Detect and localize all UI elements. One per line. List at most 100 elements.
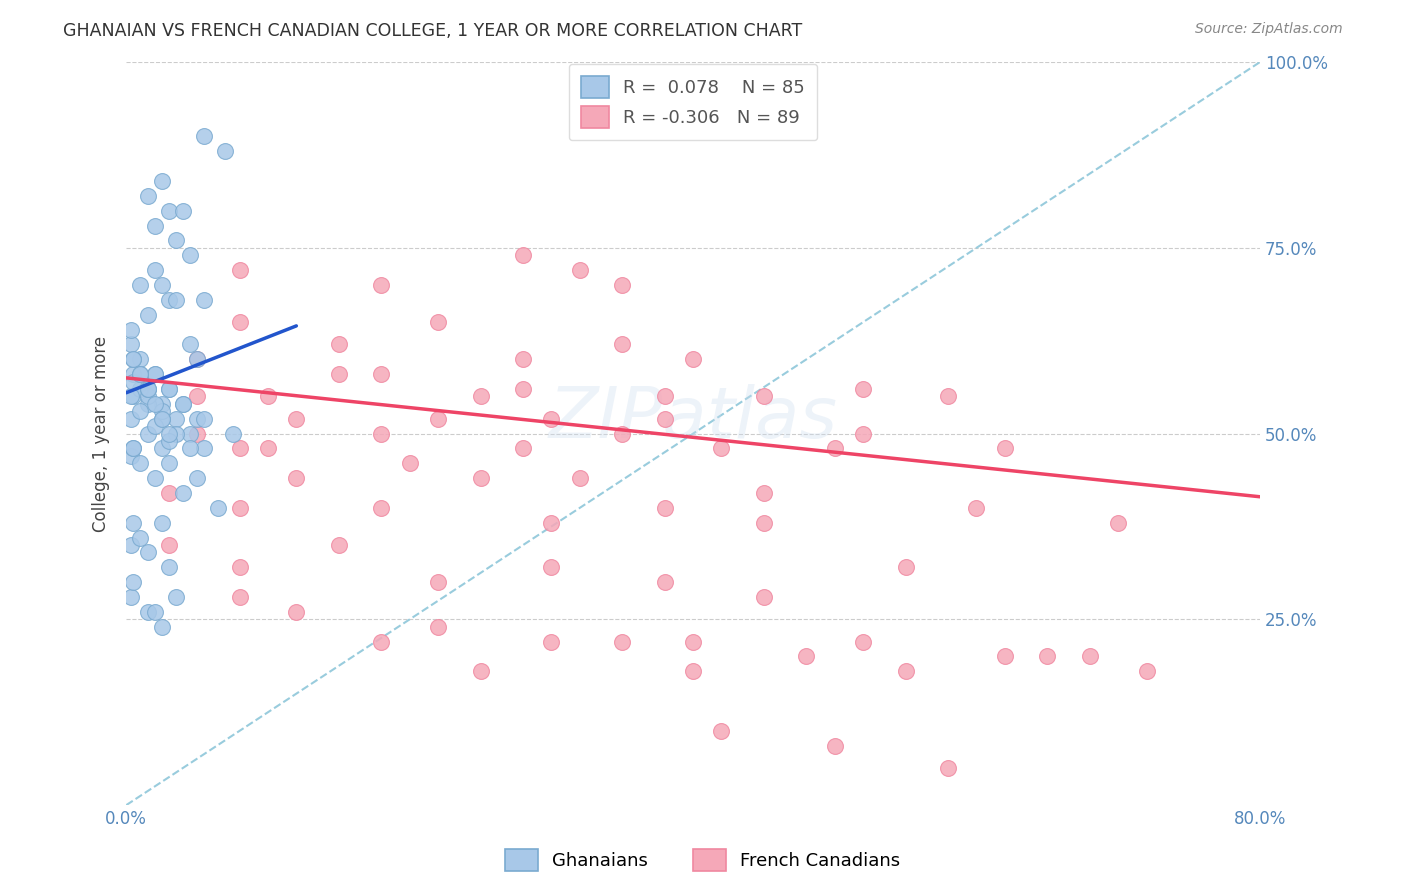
Point: [157, 560, 180, 574]
Point: [150, 174, 173, 188]
Point: [752, 486, 775, 500]
Point: [540, 560, 562, 574]
Point: [710, 723, 733, 738]
Point: [150, 442, 173, 456]
Point: [568, 263, 591, 277]
Point: [122, 442, 145, 456]
Point: [179, 337, 201, 351]
Point: [150, 516, 173, 530]
Point: [179, 248, 201, 262]
Point: [540, 516, 562, 530]
Point: [512, 382, 534, 396]
Point: [165, 234, 187, 248]
Point: [427, 575, 450, 590]
Point: [150, 620, 173, 634]
Point: [994, 649, 1017, 664]
Point: [157, 203, 180, 218]
Point: [150, 411, 173, 425]
Point: [936, 761, 959, 775]
Point: [221, 426, 243, 441]
Point: [136, 389, 159, 403]
Point: [568, 471, 591, 485]
Point: [136, 382, 159, 396]
Point: [852, 426, 875, 441]
Point: [228, 590, 250, 604]
Point: [150, 404, 173, 418]
Point: [136, 426, 159, 441]
Point: [136, 545, 159, 559]
Point: [186, 352, 208, 367]
Point: [752, 389, 775, 403]
Point: [427, 411, 450, 425]
Point: [193, 411, 215, 425]
Text: Source: ZipAtlas.com: Source: ZipAtlas.com: [1195, 22, 1343, 37]
Point: [136, 605, 159, 619]
Legend: R =  0.078    N = 85, R = -0.306   N = 89: R = 0.078 N = 85, R = -0.306 N = 89: [569, 63, 817, 140]
Point: [129, 367, 152, 381]
Point: [512, 352, 534, 367]
Point: [193, 129, 215, 144]
Point: [228, 315, 250, 329]
Point: [122, 367, 145, 381]
Point: [207, 500, 229, 515]
Point: [966, 500, 988, 515]
Point: [179, 426, 201, 441]
Point: [120, 538, 142, 552]
Point: [165, 293, 187, 307]
Point: [172, 397, 194, 411]
Point: [122, 389, 145, 403]
Point: [186, 471, 208, 485]
Point: [120, 411, 142, 425]
Point: [143, 419, 166, 434]
Point: [796, 649, 818, 664]
Text: ZIPatlas: ZIPatlas: [548, 384, 838, 453]
Point: [143, 471, 166, 485]
Point: [165, 590, 187, 604]
Point: [157, 426, 180, 441]
Point: [1107, 516, 1129, 530]
Point: [228, 442, 250, 456]
Point: [470, 389, 492, 403]
Point: [894, 560, 917, 574]
Point: [257, 389, 280, 403]
Point: [936, 389, 959, 403]
Point: [157, 293, 180, 307]
Point: [612, 426, 634, 441]
Point: [136, 308, 159, 322]
Point: [852, 382, 875, 396]
Point: [654, 575, 676, 590]
Legend: Ghanaians, French Canadians: Ghanaians, French Canadians: [498, 842, 908, 879]
Point: [136, 382, 159, 396]
Point: [150, 278, 173, 293]
Point: [370, 426, 392, 441]
Point: [172, 486, 194, 500]
Point: [122, 516, 145, 530]
Y-axis label: College, 1 year or more: College, 1 year or more: [93, 335, 110, 532]
Point: [370, 367, 392, 381]
Point: [682, 352, 704, 367]
Point: [285, 605, 308, 619]
Point: [150, 397, 173, 411]
Point: [540, 411, 562, 425]
Point: [129, 352, 152, 367]
Point: [214, 145, 236, 159]
Point: [398, 456, 420, 470]
Point: [129, 531, 152, 545]
Point: [150, 411, 173, 425]
Point: [129, 278, 152, 293]
Point: [143, 367, 166, 381]
Point: [427, 315, 450, 329]
Point: [752, 590, 775, 604]
Point: [120, 337, 142, 351]
Point: [122, 352, 145, 367]
Point: [654, 411, 676, 425]
Point: [122, 442, 145, 456]
Point: [370, 278, 392, 293]
Point: [165, 411, 187, 425]
Point: [228, 560, 250, 574]
Point: [328, 367, 350, 381]
Point: [143, 397, 166, 411]
Point: [1078, 649, 1101, 664]
Point: [165, 426, 187, 441]
Point: [824, 442, 846, 456]
